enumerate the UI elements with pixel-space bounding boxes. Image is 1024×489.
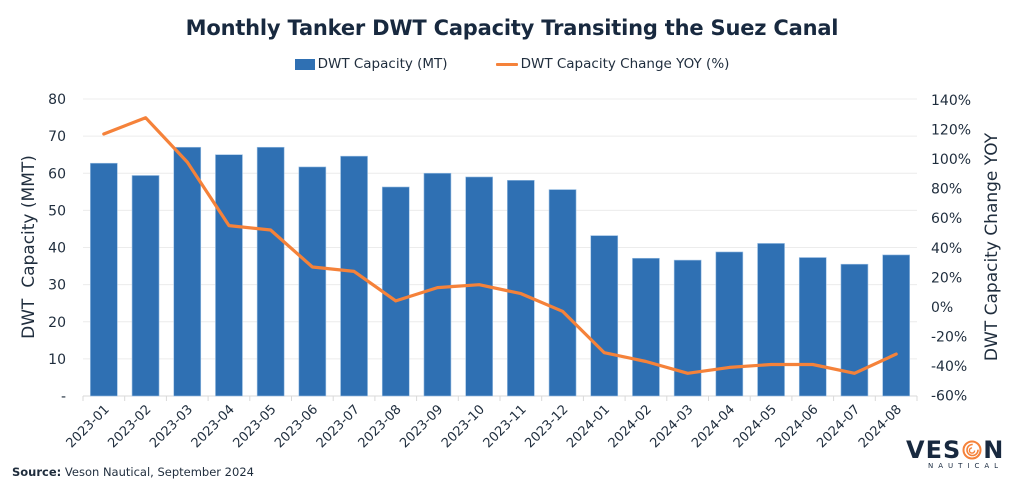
- left-axis-tick-label: 20: [48, 315, 66, 331]
- x-axis-tick-label: 2024-02: [606, 402, 655, 451]
- bar: [256, 146, 285, 397]
- x-axis-ticks: 2023-012023-022023-032023-042023-052023-…: [64, 402, 905, 451]
- right-axis-tick-label: -20%: [931, 329, 967, 345]
- right-axis-ticks: -60% -40% -20% 0% 20% 40% 60% 80% 100% 120% 140%: [931, 93, 971, 405]
- x-axis-tick-label: 2024-04: [689, 402, 738, 451]
- source-text: Veson Nautical, September 2024: [61, 465, 254, 479]
- right-axis-tick-label: 100%: [931, 152, 971, 168]
- bar: [590, 235, 619, 397]
- x-axis-tick-label: 2023-07: [314, 402, 363, 451]
- logo-subtitle: NAUTICAL: [928, 462, 1004, 470]
- left-axis-tick-label: 50: [48, 203, 66, 219]
- x-axis-tick-label: 2023-03: [147, 402, 196, 451]
- bar: [507, 180, 535, 397]
- right-axis-tick-label: -40%: [931, 359, 967, 375]
- bar: [840, 263, 869, 397]
- x-axis-tick-label: 2024-06: [773, 402, 822, 451]
- legend: DWT Capacity (MT) DWT Capacity Change YO…: [0, 56, 1024, 72]
- right-axis-tick-label: -60%: [931, 389, 967, 405]
- bar: [632, 257, 660, 397]
- bar: [131, 175, 160, 397]
- x-axis-tick-label: 2023-04: [189, 402, 238, 451]
- left-axis-ticks: - 10 20 30 40 50 60 70 80: [48, 92, 66, 405]
- bar: [90, 162, 118, 397]
- bar: [173, 146, 202, 397]
- bar: [340, 155, 368, 397]
- right-axis-tick-label: 80%: [931, 182, 962, 198]
- bar: [798, 257, 827, 397]
- logo-text-left: VES: [906, 436, 962, 464]
- legend-line-swatch: [495, 62, 518, 66]
- x-axis-tick-label: 2024-08: [856, 402, 905, 451]
- right-axis-tick-label: 40%: [931, 241, 962, 257]
- source-note: Source: Veson Nautical, September 2024: [12, 465, 254, 479]
- left-axis-tick-label: -: [61, 389, 66, 405]
- chart-title: Monthly Tanker DWT Capacity Transiting t…: [185, 16, 839, 40]
- bar-series: [90, 146, 910, 397]
- x-axis-tick-label: 2023-02: [105, 402, 154, 451]
- x-axis-tick-label: 2023-11: [481, 402, 530, 451]
- legend-label-yoy: DWT Capacity Change YOY (%): [520, 56, 730, 72]
- x-axis-tick-label: 2024-01: [564, 402, 613, 451]
- right-axis-tick-label: 0%: [931, 300, 953, 316]
- legend-bar-swatch: [294, 58, 315, 70]
- bar: [423, 172, 452, 397]
- right-axis-tick-label: 120%: [931, 123, 971, 139]
- veson-logo: VES N NAUTICAL: [906, 436, 1016, 480]
- bar: [673, 259, 702, 397]
- x-axis-tick-label: 2024-03: [647, 402, 696, 451]
- bar: [298, 166, 327, 397]
- right-axis-tick-label: 140%: [931, 93, 971, 109]
- left-axis-tick-label: 70: [48, 129, 66, 145]
- x-axis-tick-label: 2023-12: [522, 402, 571, 451]
- legend-label-capacity: DWT Capacity (MT): [317, 56, 448, 72]
- left-axis-tick-label: 10: [48, 352, 66, 368]
- x-axis-tick-label: 2023-01: [64, 402, 113, 451]
- bar: [757, 243, 785, 397]
- left-axis-tick-label: 40: [48, 241, 66, 257]
- right-axis-tick-label: 60%: [931, 211, 962, 227]
- x-axis-tick-label: 2023-05: [230, 402, 279, 451]
- legend-item-capacity: DWT Capacity (MT): [294, 56, 448, 72]
- left-axis-tick-label: 60: [48, 166, 66, 182]
- left-axis-tick-label: 30: [48, 278, 66, 294]
- left-axis-tick-label: 80: [48, 92, 66, 108]
- logo-swirl-icon: [962, 440, 982, 460]
- bar: [715, 251, 744, 397]
- gridlines: [82, 98, 918, 401]
- yoy-line: [102, 116, 898, 375]
- right-axis-title: DWT Capacity Change YOY: [982, 132, 1002, 361]
- bar: [215, 154, 243, 397]
- x-axis-tick-label: 2024-07: [814, 402, 863, 451]
- x-axis-tick-label: 2024-05: [731, 402, 780, 451]
- bar: [548, 189, 577, 397]
- x-axis-tick-label: 2023-10: [439, 402, 488, 451]
- line-series: [102, 116, 898, 375]
- left-axis-title: DWT Capacity (MMT): [19, 155, 39, 339]
- bar: [882, 254, 910, 397]
- x-axis-tick-label: 2023-08: [356, 402, 405, 451]
- right-axis-tick-label: 20%: [931, 270, 962, 286]
- logo-wordmark: VES N: [906, 436, 1016, 464]
- logo-text-right: N: [983, 436, 1005, 464]
- legend-item-yoy: DWT Capacity Change YOY (%): [495, 56, 730, 72]
- source-label: Source:: [12, 465, 62, 479]
- bar: [381, 186, 410, 397]
- x-axis-tick-label: 2023-09: [397, 402, 446, 451]
- x-axis-tick-label: 2023-06: [272, 402, 321, 451]
